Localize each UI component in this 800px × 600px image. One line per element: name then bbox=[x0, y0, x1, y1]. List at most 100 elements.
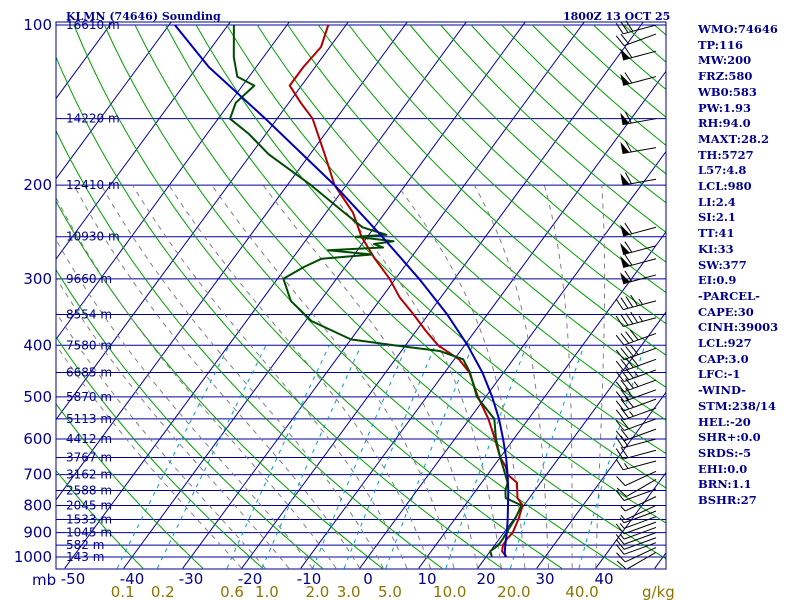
indices-panel: WMO:74646 TP:116 MW:200 FRZ:580 WB0:583 PW:1.… bbox=[698, 22, 798, 509]
wind-barb-pennant bbox=[620, 48, 630, 60]
temperature-tick-label: 20 bbox=[476, 570, 495, 588]
wind-barb-flag bbox=[624, 140, 632, 153]
temperature-tick-label: -10 bbox=[297, 570, 322, 588]
pressure-unit-label: mb bbox=[32, 571, 56, 589]
wind-barb-half-flag bbox=[638, 298, 643, 305]
temperature-tick-label: 0 bbox=[363, 570, 373, 588]
temperature-tick-label: -30 bbox=[179, 570, 204, 588]
wind-barb-staff bbox=[626, 479, 657, 497]
wind-barb-staff bbox=[623, 428, 657, 442]
index-value: LCL:927 bbox=[698, 336, 752, 351]
mixing-ratio-tick-label: 0.2 bbox=[151, 583, 175, 600]
index-value: -WIND- bbox=[698, 383, 746, 398]
mixing-ratio-tick-label: 40.0 bbox=[565, 583, 598, 600]
wind-barb-flag bbox=[615, 315, 624, 327]
pressure-tick-label: 400 bbox=[23, 336, 52, 354]
wind-barb bbox=[615, 33, 657, 47]
wind-barb-half-flag bbox=[629, 411, 634, 417]
wind-barb-half-flag bbox=[620, 506, 626, 512]
mixing-ratio-line bbox=[343, 345, 436, 569]
index-value: STM:238/14 bbox=[698, 398, 777, 413]
wind-barb bbox=[615, 355, 657, 372]
wind-barb-pennant bbox=[620, 141, 630, 154]
wind-barb-staff bbox=[623, 379, 657, 393]
wind-barb bbox=[615, 537, 657, 550]
pressure-tick-label: 700 bbox=[23, 466, 52, 484]
wind-barb-flag bbox=[625, 331, 634, 342]
wind-barb-flag bbox=[620, 297, 629, 309]
index-value: BSHR:27 bbox=[698, 493, 757, 508]
index-value: LFC:-1 bbox=[698, 367, 741, 382]
wind-barb bbox=[615, 418, 657, 431]
moist-adiabat-line bbox=[324, 184, 502, 569]
wind-barb bbox=[620, 111, 657, 126]
index-value: BRN:1.1 bbox=[698, 477, 752, 492]
height-label: 10930 m bbox=[66, 230, 120, 244]
index-value: KI:33 bbox=[698, 241, 734, 256]
moist-adiabat-line bbox=[56, 343, 243, 569]
wind-barb-staff bbox=[623, 369, 657, 383]
index-value: LI:2.4 bbox=[698, 194, 736, 209]
dry-adiabat-line bbox=[287, 24, 666, 388]
dry-adiabat-line bbox=[56, 268, 323, 569]
height-label: 12410 m bbox=[66, 178, 120, 192]
temperature-tick-label: 30 bbox=[535, 570, 554, 588]
chart-title: KLMN (74646) Sounding bbox=[66, 10, 221, 23]
pressure-tick-label: 300 bbox=[23, 270, 52, 288]
wind-barb-flag bbox=[630, 311, 639, 323]
moist-adiabat-line bbox=[473, 184, 549, 569]
mixing-ratio-tick-label: 10.0 bbox=[433, 583, 466, 600]
wind-barb-staff bbox=[624, 470, 657, 487]
wind-barb-flag bbox=[615, 35, 625, 47]
wind-barb-staff bbox=[623, 542, 657, 555]
wind-barb-flag bbox=[616, 552, 626, 563]
wind-barb-staff bbox=[624, 496, 657, 512]
mixing-ratio-tick-label: 0.1 bbox=[111, 583, 135, 600]
wind-barb bbox=[615, 446, 657, 460]
index-value: WB0:583 bbox=[698, 84, 757, 99]
wind-barb bbox=[620, 140, 657, 154]
moist-adiabat-line bbox=[396, 184, 526, 569]
height-label: 6685 m bbox=[66, 366, 112, 380]
wind-barb-flag bbox=[620, 333, 630, 344]
wind-barb-staff bbox=[623, 358, 657, 372]
wind-barb bbox=[616, 547, 657, 563]
wind-barb-flag bbox=[620, 369, 630, 381]
isotherm-line bbox=[536, 391, 666, 569]
temperature-tick-label: -40 bbox=[120, 570, 145, 588]
wind-barb-flag bbox=[616, 560, 627, 570]
wind-barb-flag bbox=[616, 476, 626, 486]
moist-adiabat-line bbox=[543, 184, 573, 569]
moist-adiabat-line bbox=[168, 184, 431, 569]
wind-barb bbox=[615, 387, 657, 402]
wind-barb-flag bbox=[615, 534, 625, 545]
temperature-tick-label: 40 bbox=[594, 570, 613, 588]
wind-barb bbox=[616, 551, 657, 570]
wind-barb bbox=[615, 329, 657, 346]
wind-barb bbox=[615, 311, 657, 328]
wind-barb-staff bbox=[623, 300, 657, 311]
isotherm-line bbox=[56, 22, 408, 501]
wind-barbs bbox=[615, 20, 657, 570]
index-value: CAPE:30 bbox=[698, 304, 754, 319]
pressure-tick-label: 100 bbox=[23, 16, 52, 34]
isotherm-line bbox=[182, 22, 585, 569]
wind-barb-flag bbox=[615, 298, 624, 310]
isotherm-line bbox=[477, 311, 666, 569]
wind-barb-flag bbox=[620, 33, 630, 45]
dry-adiabat-line bbox=[317, 24, 666, 356]
moist-adiabat-line bbox=[56, 196, 337, 569]
height-label: 9660 m bbox=[66, 272, 112, 286]
wind-barb-flag bbox=[620, 428, 630, 440]
wind-barb-flag bbox=[620, 446, 629, 459]
index-value: EHI:0.0 bbox=[698, 461, 748, 476]
wind-barb-flag bbox=[624, 270, 633, 282]
wind-barb-flag bbox=[620, 379, 630, 391]
isotherm-line bbox=[359, 150, 666, 569]
wind-barb-flag bbox=[615, 360, 625, 372]
wind-barb-half-flag bbox=[619, 533, 625, 540]
isotherm-line bbox=[64, 22, 467, 569]
wind-barb-flag bbox=[615, 490, 625, 501]
mixing-ratio-line bbox=[312, 345, 408, 569]
